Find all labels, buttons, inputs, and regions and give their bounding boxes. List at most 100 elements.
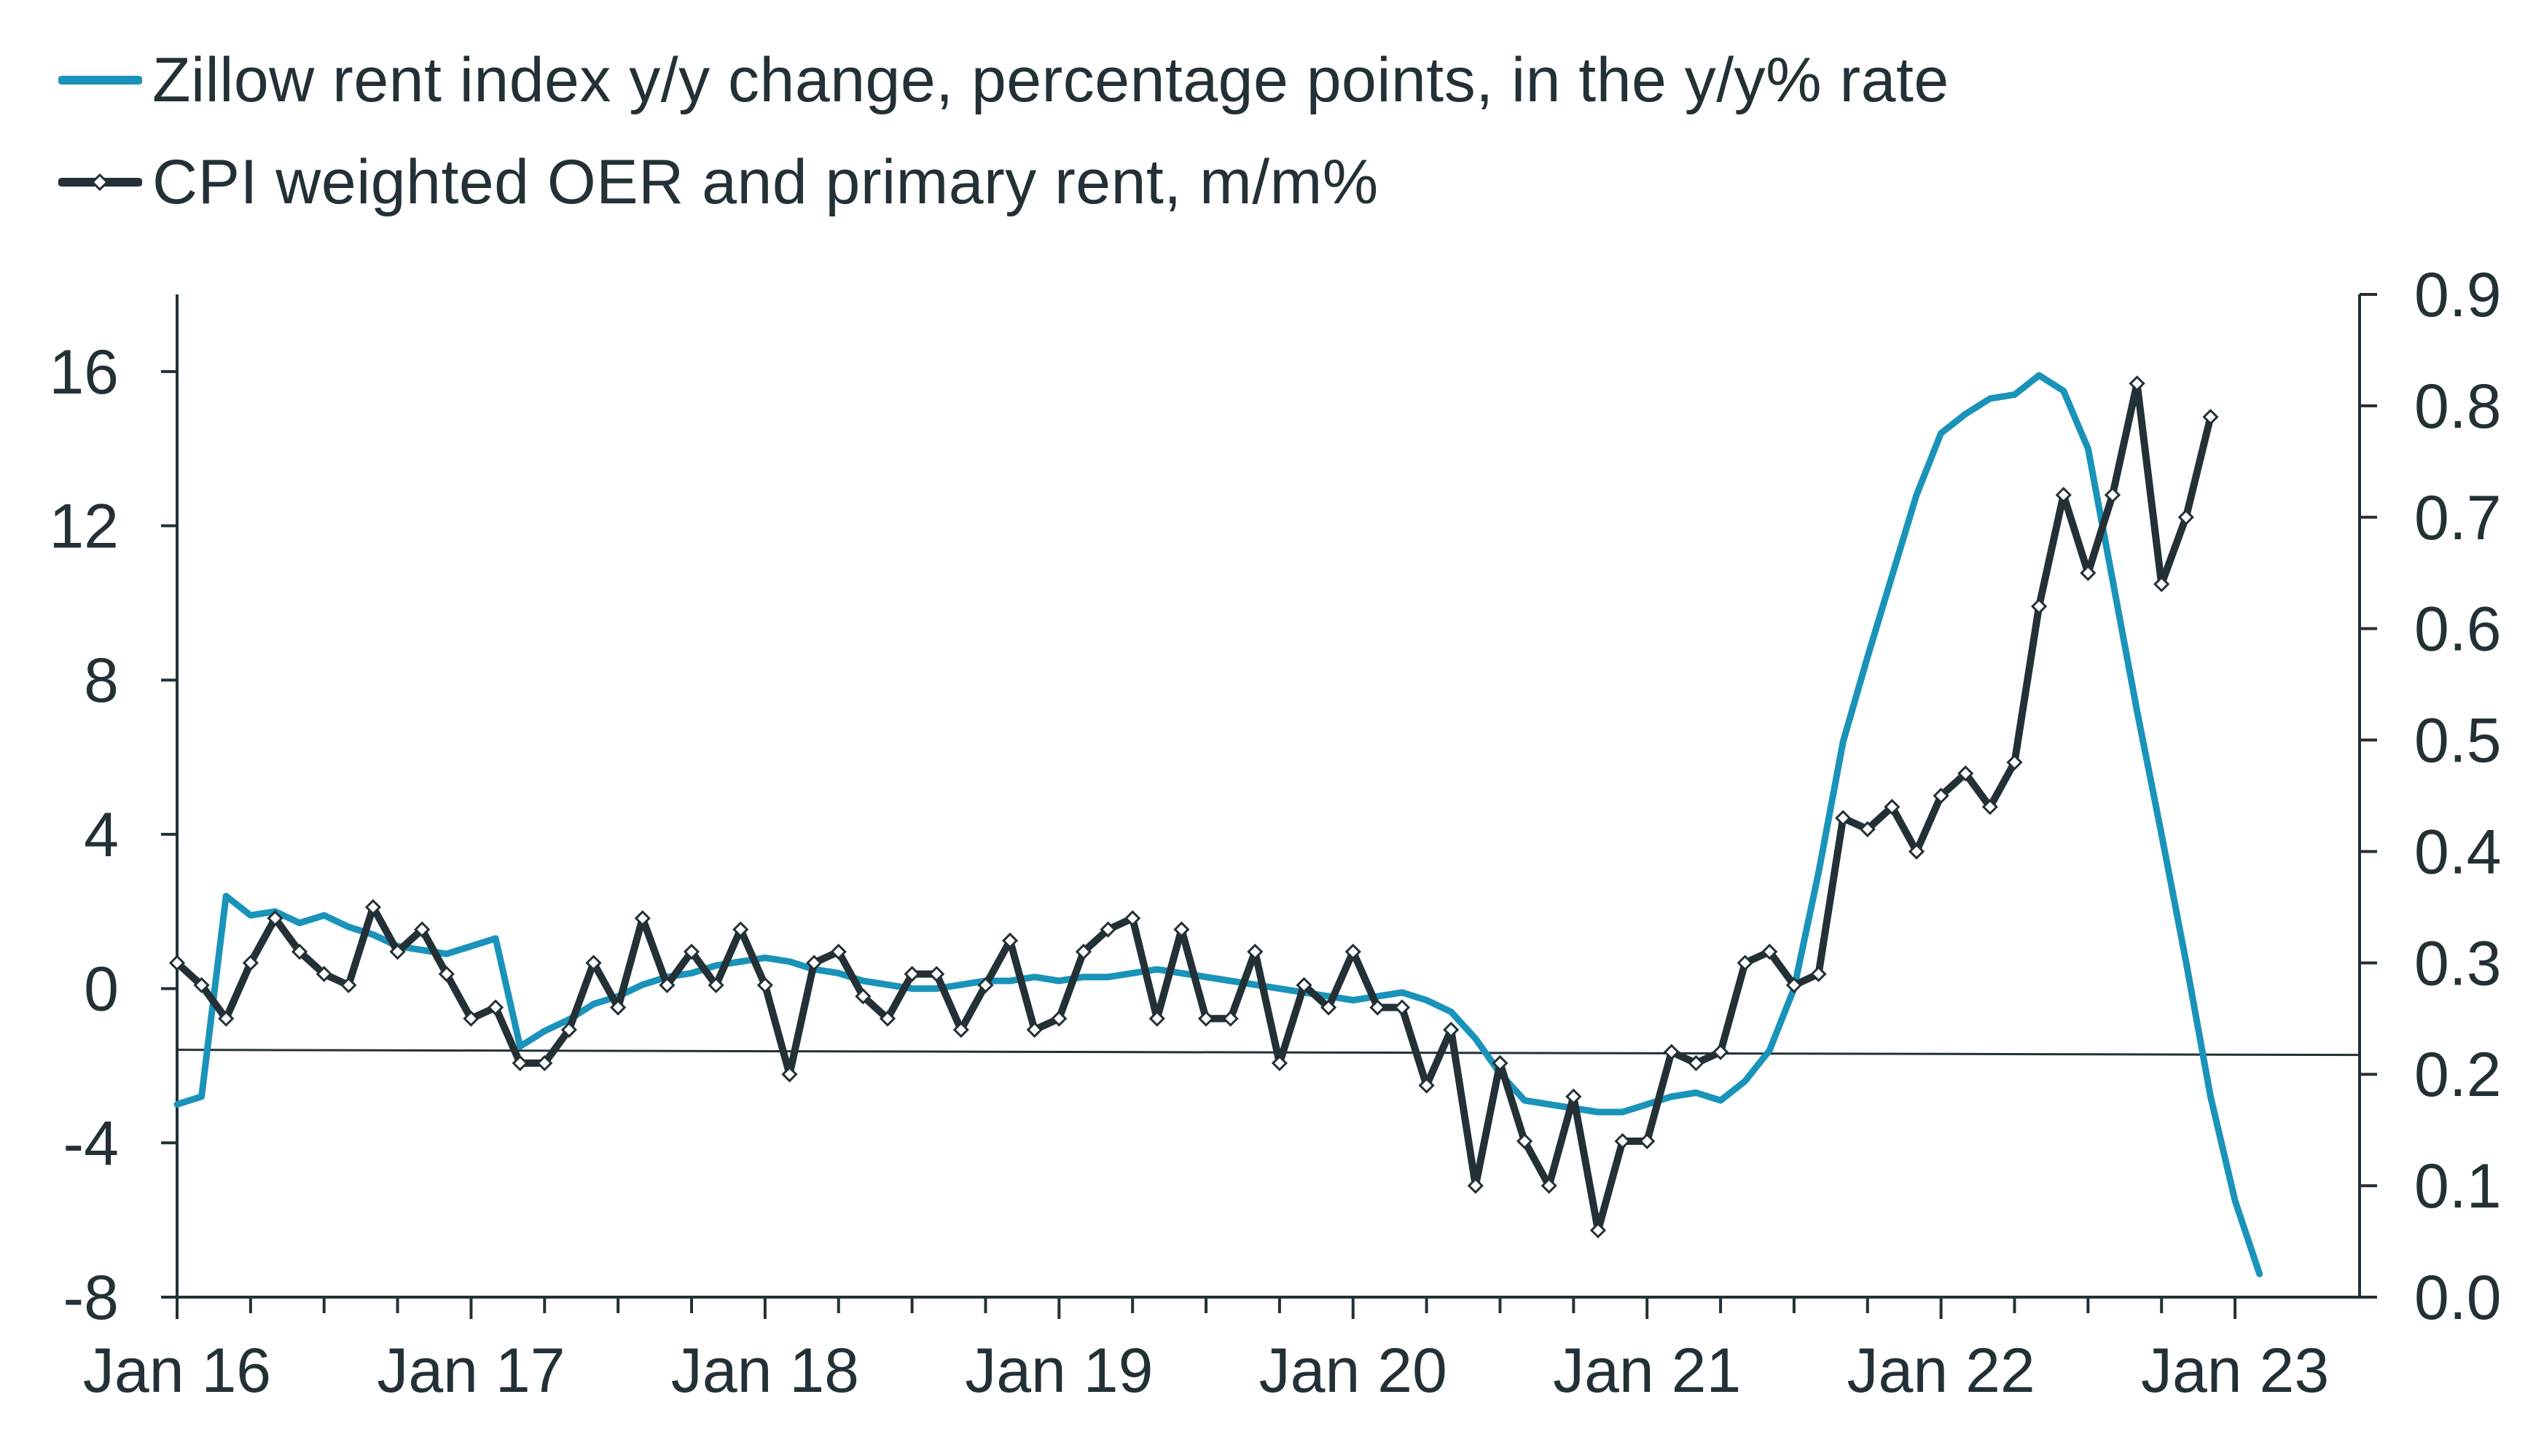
cpi-point	[536, 1054, 553, 1072]
cpi-point	[2104, 487, 2121, 504]
right-tick-label: 0.3	[2414, 928, 2502, 998]
cpi-point	[634, 910, 651, 927]
cpi-point	[1785, 976, 1803, 994]
cpi-point	[1884, 799, 1900, 815]
cpi-point	[1296, 976, 1312, 994]
cpi-point	[1810, 966, 1827, 982]
cpi-point	[1688, 1054, 1704, 1072]
right-tick-label: 0.5	[2414, 706, 2502, 776]
cpi-point	[585, 955, 602, 971]
cpi-point	[1393, 999, 1411, 1016]
cpi-point	[1516, 1132, 1533, 1150]
cpi-point	[1859, 821, 1876, 837]
cpi-point	[1712, 1044, 1729, 1060]
cpi-point	[855, 988, 872, 1005]
cpi-point	[904, 966, 920, 982]
cpi-point	[2177, 509, 2194, 525]
x-tick-label: Jan 18	[671, 1336, 859, 1406]
cpi-point	[218, 1010, 235, 1027]
series-cpi	[168, 375, 2219, 1239]
cpi-point	[683, 943, 700, 960]
cpi-point	[1418, 1077, 1435, 1094]
cpi-point	[1835, 810, 1852, 826]
cpi-point	[1320, 999, 1337, 1016]
cpi-point	[1148, 1010, 1165, 1027]
cpi-point	[414, 921, 431, 938]
legend-swatch-zillow	[58, 73, 142, 87]
cpi-point	[977, 976, 994, 994]
cpi-point	[1737, 955, 1753, 971]
cpi-point	[1981, 799, 1999, 815]
right-tick-label: 0.9	[2414, 260, 2502, 330]
right-tick-label: 0.4	[2414, 817, 2502, 887]
x-tick-label: Jan 19	[965, 1336, 1153, 1406]
right-tick-label: 0.6	[2414, 595, 2502, 665]
cpi-point	[2030, 598, 2048, 615]
cpi-point	[805, 955, 823, 971]
cpi-point	[1369, 999, 1386, 1016]
cpi-point	[2202, 409, 2219, 426]
cpi-point	[1001, 932, 1019, 949]
cpi-point	[193, 976, 210, 994]
cpi-point	[879, 1010, 896, 1027]
left-tick-label: 8	[84, 646, 119, 716]
cpi-point	[1663, 1044, 1680, 1060]
cpi-point	[1222, 1010, 1239, 1027]
cpi-point	[1271, 1054, 1288, 1072]
cpi-point	[316, 966, 332, 982]
cpi-point	[1100, 921, 1116, 938]
cpi-point	[2055, 487, 2072, 504]
cpi-point	[1124, 910, 1141, 927]
legend-label-cpi: CPI weighted OER and primary rent, m/m%	[152, 146, 1379, 217]
cpi-point	[560, 1021, 578, 1038]
x-tick-label: Jan 17	[377, 1336, 565, 1406]
x-tick-label: Jan 23	[2141, 1336, 2329, 1406]
right-tick-label: 0.2	[2414, 1040, 2502, 1110]
cpi-point	[659, 976, 676, 994]
right-tick-label: 0.0	[2414, 1263, 2502, 1333]
cpi-point	[2080, 565, 2097, 582]
reference-line	[176, 1049, 2360, 1057]
cpi-point	[1247, 943, 1264, 960]
cpi-point	[1197, 1010, 1215, 1027]
cpi-point	[168, 955, 186, 971]
cpi-point	[487, 999, 504, 1016]
left-tick-label: 16	[49, 337, 119, 407]
cpi-point	[1908, 843, 1925, 860]
legend-swatch-cpi	[58, 173, 142, 192]
cpi-point	[756, 976, 774, 994]
series-zillow	[173, 372, 2263, 1277]
cpi-point	[1075, 943, 1092, 960]
cpi-point	[340, 976, 357, 994]
legend: Zillow rent index y/y change, percentage…	[58, 29, 1949, 233]
cpi-point	[1761, 943, 1778, 960]
left-tick-label: 12	[49, 492, 119, 562]
legend-item-cpi: CPI weighted OER and primary rent, m/m%	[58, 131, 1949, 233]
cpi-point	[952, 1021, 969, 1038]
cpi-point	[389, 943, 406, 960]
x-tick-label: Jan 16	[83, 1336, 271, 1406]
left-tick-label: -8	[63, 1263, 119, 1333]
cpi-point	[1933, 787, 1949, 805]
zillow-line	[173, 372, 2263, 1277]
cpi-point	[1467, 1177, 1484, 1194]
cpi-point	[1614, 1132, 1631, 1150]
cpi-point	[2006, 754, 2023, 771]
cpi-point	[928, 966, 945, 982]
legend-label-zillow: Zillow rent index y/y change, percentage…	[152, 44, 1949, 115]
cpi-point	[1173, 921, 1190, 938]
cpi-point	[1565, 1088, 1582, 1105]
cpi-point	[1541, 1177, 1557, 1194]
left-tick-label: 0	[84, 955, 119, 1025]
cpi-point	[1051, 1010, 1068, 1027]
cpi-point	[1639, 1132, 1656, 1150]
x-tick-label: Jan 22	[1847, 1336, 2035, 1406]
cpi-point	[610, 999, 627, 1016]
x-tick-label: Jan 21	[1553, 1336, 1741, 1406]
cpi-point	[1344, 943, 1361, 960]
cpi-line	[173, 380, 2215, 1234]
cpi-point	[291, 943, 308, 960]
cpi-point	[2129, 375, 2145, 392]
